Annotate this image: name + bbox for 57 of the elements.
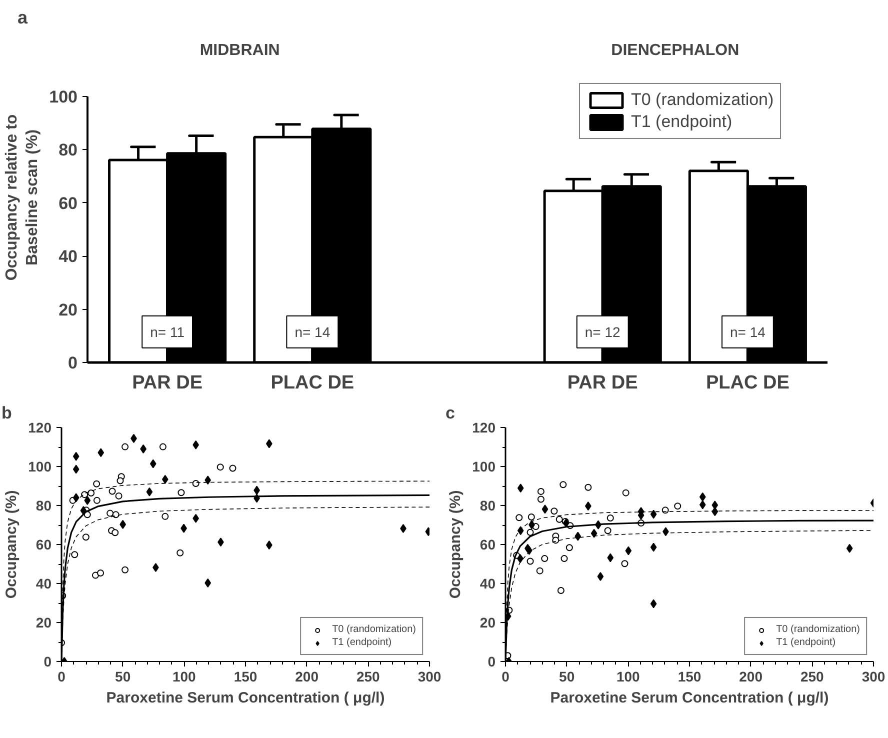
legend-label: T0 (randomization) <box>631 90 774 110</box>
legend-label: T0 (randomization) <box>776 624 860 635</box>
y-axis-title: Occupancy (%) <box>3 490 20 599</box>
text: DIENCEPHALON <box>611 42 740 60</box>
x-axis-title: Paroxetine Serum Concentration ( μg/l) <box>106 690 385 706</box>
x-tick-label: 200 <box>295 668 319 684</box>
y-tick-label: 60 <box>480 536 496 552</box>
chart-title: b <box>2 404 12 422</box>
legend-label: T0 (randomization) <box>332 624 416 635</box>
x-tick-label: 250 <box>356 668 380 684</box>
chart-title: a <box>18 8 28 28</box>
y-tick-label: 100 <box>472 458 496 474</box>
x-tick-label: 50 <box>115 668 131 684</box>
y-tick-label: 60 <box>36 536 52 552</box>
x-tick-label: 300 <box>418 668 442 684</box>
x-tick-label: 100 <box>172 668 196 684</box>
x-tick-label: PLAC DE <box>706 372 790 394</box>
x-axis-title: Paroxetine Serum Concentration ( μg/l) <box>550 690 829 706</box>
legend-label: T1 (endpoint) <box>776 637 836 648</box>
y-tick-label: 80 <box>58 140 78 160</box>
y-tick-label: 20 <box>480 614 496 630</box>
y-tick-label: 40 <box>480 576 496 592</box>
y-tick-label: 100 <box>28 458 52 474</box>
x-tick-label: 150 <box>678 668 702 684</box>
legend-label: T1 (endpoint) <box>332 637 392 648</box>
y-tick-label: 120 <box>472 420 496 436</box>
y-tick-label: 80 <box>36 498 52 514</box>
y-tick-label: 60 <box>58 194 78 213</box>
x-tick-label: PAR DE <box>567 372 638 394</box>
x-tick-label: PAR DE <box>132 372 203 394</box>
y-tick-label: 40 <box>58 247 78 266</box>
y-tick-label: 100 <box>49 87 78 106</box>
y-axis-title: Occupancy relative to Baseline scan (%) <box>4 114 42 281</box>
x-tick-label: 150 <box>234 668 258 684</box>
annotation: n= 14 <box>730 324 766 340</box>
legend-label: T1 (endpoint) <box>631 112 732 132</box>
x-tick-label: 250 <box>800 668 824 684</box>
x-tick-label: 300 <box>862 668 886 684</box>
y-tick-label: 80 <box>480 498 496 514</box>
y-tick-label: 20 <box>58 300 78 320</box>
x-tick-label: PLAC DE <box>270 372 354 394</box>
y-tick-label: 0 <box>44 654 52 670</box>
chart-title: c <box>446 404 455 422</box>
annotation: n= 14 <box>294 324 330 340</box>
y-tick-label: 0 <box>68 354 78 372</box>
y-tick-label: 120 <box>28 420 52 436</box>
annotation: n= 12 <box>584 324 621 340</box>
y-tick-label: 20 <box>36 614 52 630</box>
y-tick-label: 40 <box>36 576 52 592</box>
annotation: n= 11 <box>150 324 185 340</box>
y-tick-label: 0 <box>488 654 496 670</box>
y-axis-title: Occupancy (%) <box>447 490 464 599</box>
x-tick-label: 100 <box>616 668 640 684</box>
x-tick-label: 200 <box>739 668 763 684</box>
x-tick-label: 0 <box>502 668 510 684</box>
text: MIDBRAIN <box>200 42 280 60</box>
x-tick-label: 50 <box>559 668 575 684</box>
